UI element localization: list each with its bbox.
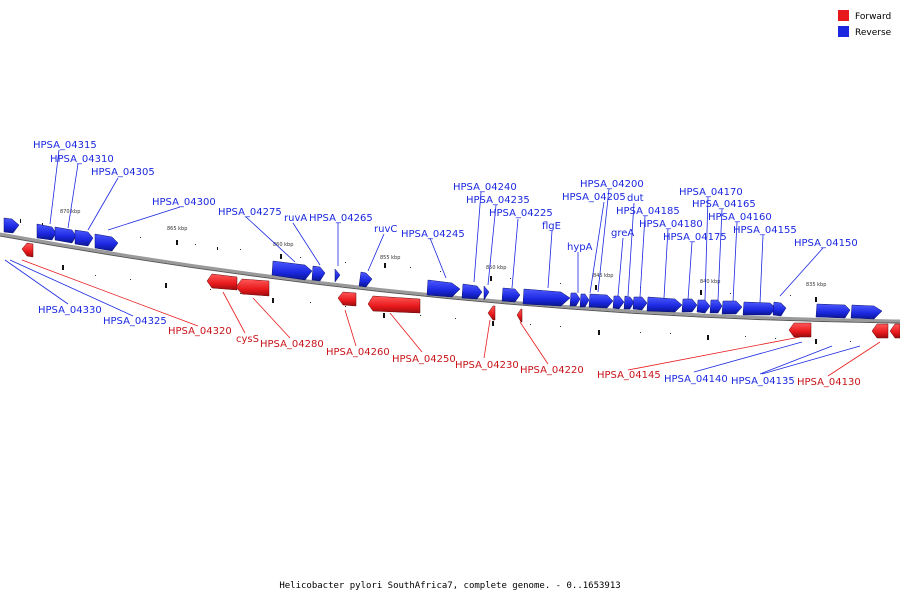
- gene-reverse[interactable]: [773, 302, 786, 316]
- gene-label[interactable]: HPSA_04160: [708, 212, 772, 223]
- gene-reverse[interactable]: [37, 224, 56, 240]
- gene-label[interactable]: HPSA_04135: [731, 376, 795, 387]
- gene-forward[interactable]: [22, 243, 33, 257]
- gene-label[interactable]: HPSA_04250: [392, 354, 456, 365]
- gene-reverse[interactable]: [484, 286, 489, 300]
- gene-label[interactable]: HPSA_04245: [401, 229, 465, 240]
- gene-label[interactable]: HPSA_04170: [679, 187, 743, 198]
- gene-reverse[interactable]: [613, 296, 624, 309]
- gene-label[interactable]: ruvA: [284, 213, 307, 224]
- gene-reverse[interactable]: [523, 289, 570, 306]
- gene-label[interactable]: ruvC: [374, 224, 397, 235]
- gene-label[interactable]: HPSA_04305: [91, 167, 155, 178]
- tick-label-835kbp: 835 kbp: [806, 282, 826, 288]
- gene-label[interactable]: cysS: [236, 334, 259, 345]
- gene-reverse[interactable]: [75, 230, 93, 246]
- gene-reverse[interactable]: [589, 294, 613, 308]
- gene-label[interactable]: dut: [627, 193, 644, 204]
- gene-reverse[interactable]: [722, 301, 742, 314]
- gene-label[interactable]: HPSA_04140: [664, 374, 728, 385]
- gene-label[interactable]: HPSA_04200: [580, 179, 644, 190]
- gene-forward[interactable]: [207, 274, 237, 290]
- legend: Forward Reverse: [838, 10, 892, 38]
- gene-label[interactable]: greA: [611, 228, 634, 239]
- gene-label[interactable]: HPSA_04130: [797, 377, 861, 388]
- gene-forward[interactable]: [488, 306, 495, 320]
- gene-reverse[interactable]: [55, 227, 76, 243]
- gene-label[interactable]: HPSA_04155: [733, 225, 797, 236]
- gene-label[interactable]: HPSA_04225: [489, 208, 553, 219]
- gene-forward[interactable]: [517, 309, 522, 322]
- gene-reverse[interactable]: [95, 234, 118, 251]
- gene-label[interactable]: HPSA_04330: [38, 305, 102, 316]
- gene-label[interactable]: hypA: [567, 242, 593, 253]
- gene-reverse[interactable]: [710, 300, 722, 313]
- gene-reverse[interactable]: [851, 305, 882, 319]
- gene-label[interactable]: HPSA_04300: [152, 197, 216, 208]
- gene-reverse[interactable]: [570, 293, 580, 306]
- tick-label-850kbp: 850 kbp: [486, 265, 506, 271]
- gene-reverse[interactable]: [743, 302, 776, 315]
- gene-reverse[interactable]: [580, 294, 589, 307]
- gene-label[interactable]: HPSA_04220: [520, 365, 584, 376]
- gene-label[interactable]: HPSA_04175: [663, 232, 727, 243]
- gene-reverse[interactable]: [427, 280, 460, 297]
- gene-reverse[interactable]: [697, 300, 710, 313]
- gene-forward[interactable]: [368, 296, 420, 313]
- tick-label-865kbp: 865 kbp: [167, 226, 187, 232]
- gene-reverse[interactable]: [624, 296, 634, 309]
- gene-label[interactable]: HPSA_04275: [218, 207, 282, 218]
- gene-label[interactable]: HPSA_04320: [168, 326, 232, 337]
- tick-label-855kbp: 855 kbp: [380, 255, 400, 261]
- gene-reverse[interactable]: [359, 272, 372, 287]
- gene-reverse[interactable]: [312, 266, 325, 281]
- gene-label[interactable]: HPSA_04150: [794, 238, 858, 249]
- gene-label[interactable]: HPSA_04310: [50, 154, 114, 165]
- gene-forward[interactable]: [872, 324, 888, 338]
- gene-reverse[interactable]: [335, 269, 340, 282]
- gene-label[interactable]: HPSA_04205: [562, 192, 626, 203]
- gene-label[interactable]: HPSA_04315: [33, 140, 97, 151]
- gene-label[interactable]: HPSA_04145: [597, 370, 661, 381]
- genome-caption: Helicobacter pylori SouthAfrica7, comple…: [279, 581, 620, 591]
- gene-label[interactable]: flgE: [542, 221, 561, 232]
- gene-label[interactable]: HPSA_04165: [692, 199, 756, 210]
- gene-label[interactable]: HPSA_04265: [309, 213, 373, 224]
- reverse-leader-lines: [5, 150, 860, 374]
- legend-forward-swatch: [838, 10, 849, 21]
- gene-forward[interactable]: [789, 323, 811, 337]
- gene-label[interactable]: HPSA_04235: [466, 195, 530, 206]
- tick-label-845kbp: 845 kbp: [593, 273, 613, 279]
- gene-label[interactable]: HPSA_04260: [326, 347, 390, 358]
- gene-reverse[interactable]: [502, 288, 520, 302]
- gene-label[interactable]: HPSA_04240: [453, 182, 517, 193]
- genome-viewer: Forward Reverse: [0, 0, 900, 600]
- gene-reverse[interactable]: [462, 284, 482, 299]
- gene-reverse[interactable]: [682, 299, 697, 312]
- gene-reverse[interactable]: [816, 304, 850, 318]
- gene-label[interactable]: HPSA_04280: [260, 339, 324, 350]
- legend-forward-label: Forward: [855, 12, 891, 22]
- gene-label[interactable]: HPSA_04230: [455, 360, 519, 371]
- gene-forward[interactable]: [338, 292, 356, 306]
- gene-forward[interactable]: [890, 324, 900, 338]
- gene-label[interactable]: HPSA_04325: [103, 316, 167, 327]
- gene-label[interactable]: HPSA_04185: [616, 206, 680, 217]
- tick-label-840kbp: 840 kbp: [700, 279, 720, 285]
- gene-label[interactable]: HPSA_04180: [639, 219, 703, 230]
- legend-reverse-swatch: [838, 26, 849, 37]
- legend-reverse-label: Reverse: [855, 28, 892, 38]
- gene-reverse[interactable]: [4, 218, 19, 233]
- gene-reverse[interactable]: [647, 297, 682, 312]
- gene-reverse[interactable]: [633, 297, 647, 310]
